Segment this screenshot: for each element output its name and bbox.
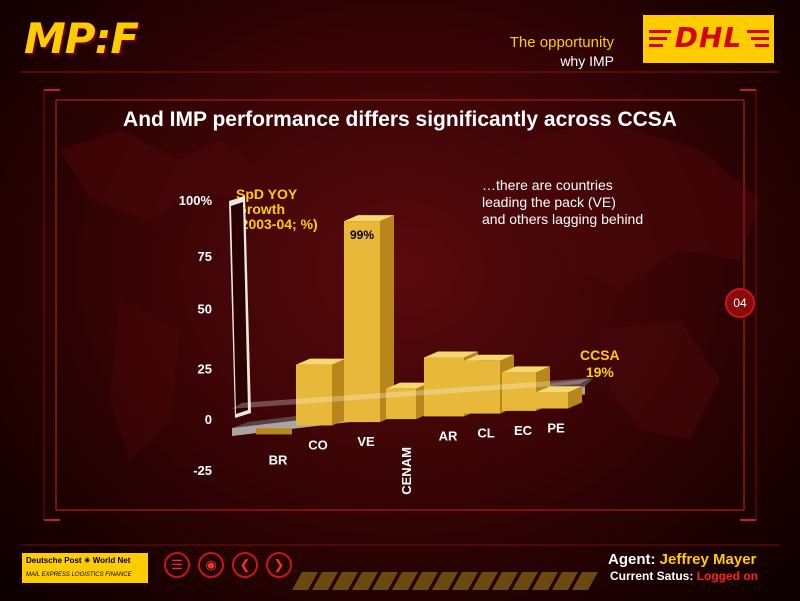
y-tick-label: 75 — [198, 249, 212, 264]
x-tick-label: CENAM — [399, 447, 414, 495]
arrow-right-icon: ❯ — [273, 557, 285, 572]
ccsa-label: CCSA — [580, 347, 620, 363]
bar-cl — [464, 360, 500, 414]
partner-name: Deutsche Post — [26, 556, 82, 565]
app-logo: MP:F — [24, 14, 139, 63]
film-icon: ◉ — [205, 557, 217, 572]
data-label: 99% — [350, 228, 374, 242]
ccsa-reference-label: CCSA 19% — [580, 347, 620, 381]
bar-side — [380, 215, 394, 423]
bar-side — [568, 386, 582, 409]
bar-top — [386, 382, 430, 389]
bar-br — [256, 428, 292, 435]
agent-label: Agent: — [608, 551, 656, 568]
deutsche-post-logo: Deutsche Post ✴ World Net MAIL EXPRESS L… — [22, 553, 148, 583]
x-tick-label: CO — [308, 437, 328, 452]
film-button[interactable]: ◉ — [198, 552, 224, 578]
list-button[interactable]: ☰ — [164, 552, 190, 578]
x-tick-label: BR — [269, 452, 288, 467]
status-info: Current Satus: Logged on — [610, 569, 758, 583]
annotation-line: and others lagging behind — [482, 211, 644, 227]
x-tick-label: EC — [514, 423, 533, 438]
chart-ylabel: SpD YOY Growth (2003-04; %) — [236, 187, 318, 232]
agent-name: Jeffrey Mayer — [659, 551, 757, 568]
y-tick-label: 25 — [198, 361, 212, 376]
bar-top — [296, 358, 346, 365]
x-tick-label: CL — [477, 426, 494, 441]
x-tick-label: PE — [547, 420, 565, 435]
bar-side — [332, 358, 346, 426]
dhl-logo: DHL — [643, 15, 774, 63]
section-title: The opportunity — [509, 34, 614, 51]
agent-info: Agent: Jeffrey Mayer — [608, 551, 756, 568]
next-button[interactable]: ❯ — [266, 552, 292, 578]
bar-pe — [536, 392, 568, 409]
chart-annotation: …there are countries leading the pack (V… — [482, 177, 643, 228]
bar-top — [502, 366, 550, 373]
bar-ec — [502, 372, 536, 411]
ccsa-reference-plane — [232, 378, 590, 409]
page-number-badge: 04 — [725, 288, 755, 318]
y-tick-label: 100% — [179, 193, 213, 208]
post-horn-icon: ✴ — [83, 556, 91, 565]
x-tick-label: AR — [439, 428, 458, 443]
bar-co — [296, 364, 332, 426]
y-tick-label: -25 — [193, 463, 212, 478]
ylabel-line: Growth — [236, 201, 285, 217]
ylabel-line: SpD YOY — [236, 186, 298, 202]
partner-name-row: Deutsche Post ✴ World Net — [26, 556, 130, 565]
bar-ar — [424, 357, 464, 417]
status-label: Current Satus: — [610, 569, 694, 583]
list-icon: ☰ — [171, 557, 183, 572]
bar-top — [424, 351, 478, 358]
section-subtitle: why IMP — [560, 53, 614, 69]
annotation-line: leading the pack (VE) — [482, 194, 616, 210]
previous-button[interactable]: ❮ — [232, 552, 258, 578]
partner-tagline: MAIL EXPRESS LOGISTICS FINANCE — [26, 572, 132, 578]
arrow-left-icon: ❮ — [239, 557, 251, 572]
bar-ve — [344, 221, 380, 423]
y-tick-label: 0 — [205, 412, 212, 427]
dhl-stripes-icon — [649, 30, 769, 47]
bar-cenam — [386, 388, 416, 420]
ylabel-line: (2003-04; %) — [236, 216, 318, 232]
y-axis-wall-inner — [231, 202, 248, 414]
bar-top — [536, 386, 582, 393]
x-tick-label: VE — [357, 434, 375, 449]
slide-title: And IMP performance differs significantl… — [123, 108, 677, 131]
dhl-wordmark: DHL — [674, 21, 743, 54]
y-tick-label: 50 — [198, 302, 212, 317]
annotation-line: …there are countries — [482, 177, 613, 193]
status-value: Logged on — [696, 569, 759, 583]
bar-top — [464, 354, 514, 361]
partner-network: World Net — [92, 556, 131, 565]
ccsa-value: 19% — [585, 364, 614, 380]
bar-top — [344, 215, 394, 222]
